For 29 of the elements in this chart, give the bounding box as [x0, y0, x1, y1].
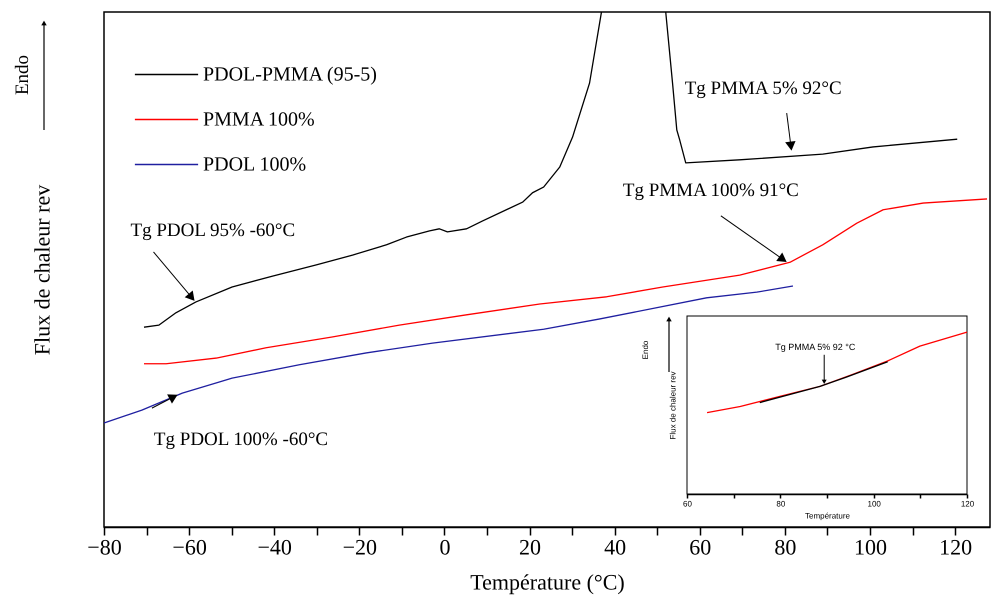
annotation: Tg PMMA 5% 92 °C: [775, 342, 856, 352]
annotation: Endo: [641, 340, 650, 360]
x-tick-label: 120: [960, 500, 975, 508]
y-axis-title: Flux de chaleur rev: [30, 184, 54, 356]
x-tick-label: −20: [342, 534, 378, 560]
legend-label: PDOL 100%: [203, 154, 306, 176]
y-axis-title: Flux de chaleur rev: [668, 371, 678, 440]
text: Endo: [12, 54, 33, 96]
x-tick-label: 60: [689, 534, 712, 560]
x-tick-label: 80: [776, 500, 786, 508]
x-tick-label: 120: [939, 534, 972, 560]
x-tick-label: 0: [439, 534, 450, 560]
x-axis-title: Température (°C): [470, 570, 625, 594]
x-axis-title: Température: [805, 512, 850, 520]
x-tick-label: 100: [867, 500, 882, 508]
annotation: Tg PMMA 5% 92°C: [684, 78, 842, 100]
x-tick-label: −40: [258, 534, 292, 560]
x-tick-label: 20: [519, 534, 542, 560]
x-tick-label: 100: [854, 534, 887, 560]
annotation: Tg PDOL 100% -60°C: [154, 429, 328, 450]
x-tick-label: −60: [172, 534, 207, 560]
x-tick-label: 80: [774, 534, 796, 560]
legend-label: PMMA 100%: [203, 108, 315, 130]
annotation: Tg PDOL 95% -60°C: [130, 220, 296, 241]
x-tick-label: 40: [604, 534, 626, 560]
x-tick-label: −80: [87, 534, 122, 560]
x-tick-label: 60: [683, 500, 692, 508]
legend-label: PDOL-PMMA (95-5): [203, 64, 377, 86]
annotation: Tg PMMA 100% 91°C: [622, 180, 799, 201]
